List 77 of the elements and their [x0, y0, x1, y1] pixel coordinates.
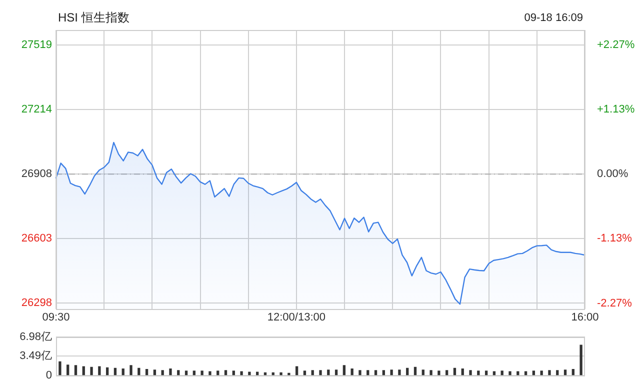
- bar: [358, 370, 362, 376]
- bar: [192, 370, 196, 376]
- bar: [342, 365, 346, 376]
- bar: [327, 370, 330, 376]
- bar: [184, 370, 188, 376]
- bar: [208, 371, 212, 376]
- bar: [500, 370, 504, 376]
- y2-tick-label: -1.13%: [597, 232, 632, 244]
- bar: [138, 368, 140, 376]
- bar: [556, 370, 559, 376]
- bar: [524, 371, 528, 376]
- bar: [390, 370, 393, 376]
- bar: [453, 368, 456, 376]
- bar: [461, 368, 464, 376]
- bar: [161, 370, 164, 376]
- bar: [532, 370, 536, 376]
- bar: [469, 370, 472, 376]
- bar: [216, 370, 220, 376]
- y-tick-label: 6.98亿: [20, 331, 52, 344]
- bar: [374, 370, 378, 376]
- y2-tick-label: +1.13%: [597, 104, 635, 116]
- bar: [224, 370, 228, 376]
- bar: [66, 364, 70, 376]
- bar: [516, 371, 520, 376]
- bar: [540, 370, 543, 376]
- bar: [572, 369, 574, 376]
- bar: [200, 370, 204, 376]
- bar: [366, 370, 370, 376]
- bar: [548, 370, 551, 376]
- y-tick-label: 0: [46, 369, 52, 382]
- y-tick-label: 26908: [21, 168, 52, 180]
- bar: [303, 370, 306, 376]
- bar: [446, 370, 448, 376]
- bar: [58, 361, 62, 376]
- y-tick-label: 3.49亿: [20, 350, 52, 362]
- bar: [145, 369, 148, 376]
- bar: [350, 368, 354, 376]
- y-tick-label: 27214: [21, 104, 52, 116]
- x-tick-label: 16:00: [571, 312, 599, 324]
- bar: [177, 370, 180, 376]
- x-tick-label: 09:30: [42, 312, 70, 324]
- bar: [492, 371, 496, 376]
- x-tick-label: 12:00/13:00: [267, 312, 326, 324]
- bar: [580, 344, 582, 376]
- bar: [430, 370, 432, 376]
- y-tick-label: 26603: [21, 232, 52, 245]
- y2-tick-label: 0.00%: [597, 168, 628, 180]
- bar: [280, 372, 282, 376]
- bar: [382, 370, 385, 376]
- chart-title: HSI 恒生指数: [58, 10, 130, 24]
- bar: [122, 368, 124, 376]
- bar: [422, 370, 424, 376]
- bar: [334, 370, 338, 376]
- text: 09-18 16:09: [524, 12, 583, 24]
- bar: [130, 365, 132, 376]
- bar: [232, 370, 235, 376]
- y2-tick-label: +2.27%: [597, 38, 635, 51]
- y2-tick-label: -2.27%: [597, 297, 632, 310]
- bar: [98, 366, 101, 376]
- bar: [90, 366, 93, 376]
- bar: [406, 368, 409, 376]
- bar: [169, 368, 172, 376]
- y-tick-label: 27519: [21, 39, 52, 52]
- bar: [564, 370, 567, 376]
- bar: [74, 365, 78, 376]
- bar: [319, 370, 322, 376]
- bar: [477, 370, 480, 376]
- bar: [311, 370, 314, 376]
- bar: [484, 370, 488, 376]
- bar: [248, 372, 251, 376]
- bar: [114, 368, 117, 376]
- bar: [508, 371, 512, 376]
- bar: [438, 370, 440, 376]
- y-tick-label: 26298: [21, 297, 52, 310]
- bar: [153, 370, 156, 376]
- bar: [398, 370, 401, 376]
- bar: [240, 371, 243, 376]
